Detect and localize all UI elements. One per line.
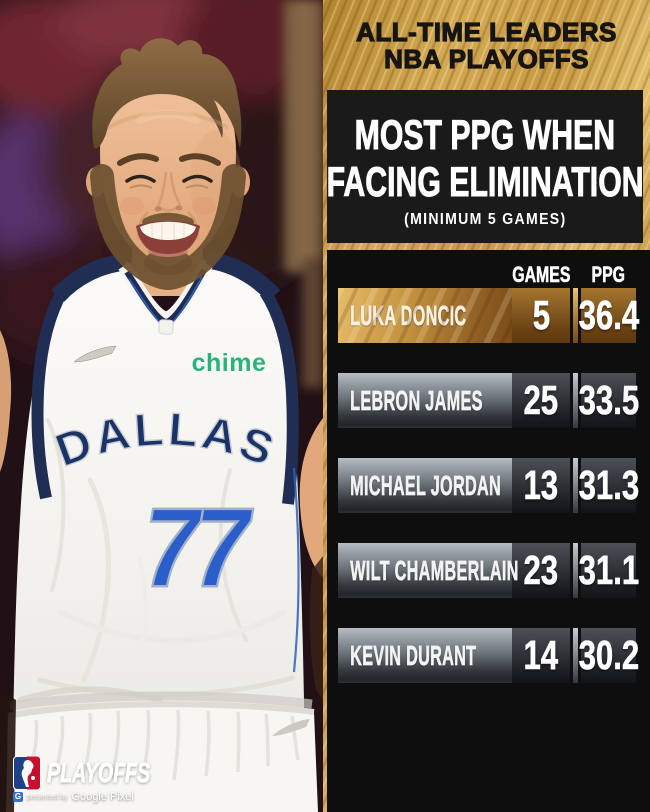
player-name: MICHAEL JORDAN	[350, 469, 502, 501]
header-line-1: ALL-TIME LEADERS	[356, 16, 617, 47]
games-cell: 5	[512, 288, 570, 343]
jersey-sponsor-logo: chime	[192, 349, 267, 377]
ppg-cell: 31.1	[578, 543, 639, 598]
table-row: LEBRON JAMES 25 33.5	[338, 373, 639, 428]
player-name-cell: WILT CHAMBERLAIN	[338, 543, 519, 598]
player-photo: chime DALLAS 77	[0, 0, 323, 812]
ppg-cell: 36.4	[578, 288, 639, 343]
face	[86, 38, 250, 291]
playoffs-wordmark: PLAYOFFS	[47, 757, 151, 789]
table-row: MICHAEL JORDAN 13 31.3	[338, 458, 639, 513]
ppg-value: 36.4	[578, 292, 639, 339]
nba-playoffs-lockup: PLAYOFFS G presented by Google Pixel	[13, 756, 194, 803]
ppg-cell: 33.5	[578, 373, 639, 428]
games-column-label: GAMES	[511, 262, 571, 288]
player-name-cell: LUKA DONCIC	[338, 288, 512, 343]
player-name: LUKA DONCIC	[350, 299, 467, 331]
games-cell: 25	[512, 373, 570, 428]
title-line-1: MOST PPG WHEN	[354, 111, 616, 159]
nike-swoosh-icon	[73, 345, 117, 363]
column-header-ppg: PPG	[581, 262, 636, 288]
player-name-cell: KEVIN DURANT	[338, 628, 512, 683]
google-icon: G	[13, 792, 23, 802]
beard	[90, 164, 246, 291]
ppg-value: 33.5	[578, 377, 639, 424]
nba-logo-icon	[13, 756, 41, 790]
jersey-number: 77	[144, 485, 254, 610]
title-line-2: FACING ELIMINATION	[326, 158, 644, 206]
stats-table: GAMES PPG LUKA DONCIC 5 36.4 LEBRON JAM	[327, 250, 650, 812]
presented-by-label: presented by	[27, 793, 68, 801]
ppg-value: 31.3	[578, 462, 639, 509]
table-row: LUKA DONCIC 5 36.4	[338, 288, 639, 343]
ppg-value: 30.2	[578, 632, 639, 679]
games-value: 14	[523, 632, 559, 679]
ppg-cell: 31.3	[578, 458, 639, 513]
games-value: 23	[523, 547, 559, 594]
hair	[92, 38, 242, 149]
title-note: (MINIMUM 5 GAMES)	[403, 211, 567, 228]
games-value: 13	[523, 462, 559, 509]
games-cell: 23	[512, 543, 570, 598]
column-divider	[573, 628, 578, 683]
player-name: KEVIN DURANT	[350, 639, 477, 671]
table-row: WILT CHAMBERLAIN 23 31.1	[338, 543, 639, 598]
player-name: WILT CHAMBERLAIN	[350, 554, 519, 586]
title-box: MOST PPG WHEN FACING ELIMINATION (MINIMU…	[326, 90, 644, 243]
games-value: 5	[532, 292, 550, 339]
arms	[0, 330, 323, 578]
column-divider	[573, 288, 578, 343]
ppg-value: 31.1	[578, 547, 639, 594]
partner-name: Google Pixel	[71, 791, 134, 803]
ppg-cell: 30.2	[578, 628, 639, 683]
games-value: 25	[523, 377, 559, 424]
column-header-games: GAMES	[511, 262, 571, 288]
player-name-cell: MICHAEL JORDAN	[338, 458, 512, 513]
player-name: LEBRON JAMES	[350, 384, 483, 416]
ppg-column-label: PPG	[591, 262, 626, 288]
smile	[136, 220, 200, 257]
games-cell: 13	[512, 458, 570, 513]
stats-panel: ALL-TIME LEADERS NBA PLAYOFFS MOST PPG W…	[323, 0, 650, 812]
table-header-row: GAMES PPG	[338, 262, 636, 288]
column-divider	[573, 543, 578, 598]
header-line-2: NBA PLAYOFFS	[383, 43, 589, 74]
column-divider	[573, 373, 578, 428]
column-divider	[573, 458, 578, 513]
player-name-cell: LEBRON JAMES	[338, 373, 512, 428]
luka-doncic-photo-illustration: chime DALLAS 77	[0, 0, 323, 812]
games-cell: 14	[512, 628, 570, 683]
panel-header: ALL-TIME LEADERS NBA PLAYOFFS	[323, 0, 650, 90]
shorts	[6, 691, 318, 812]
table-row: KEVIN DURANT 14 30.2	[338, 628, 639, 683]
